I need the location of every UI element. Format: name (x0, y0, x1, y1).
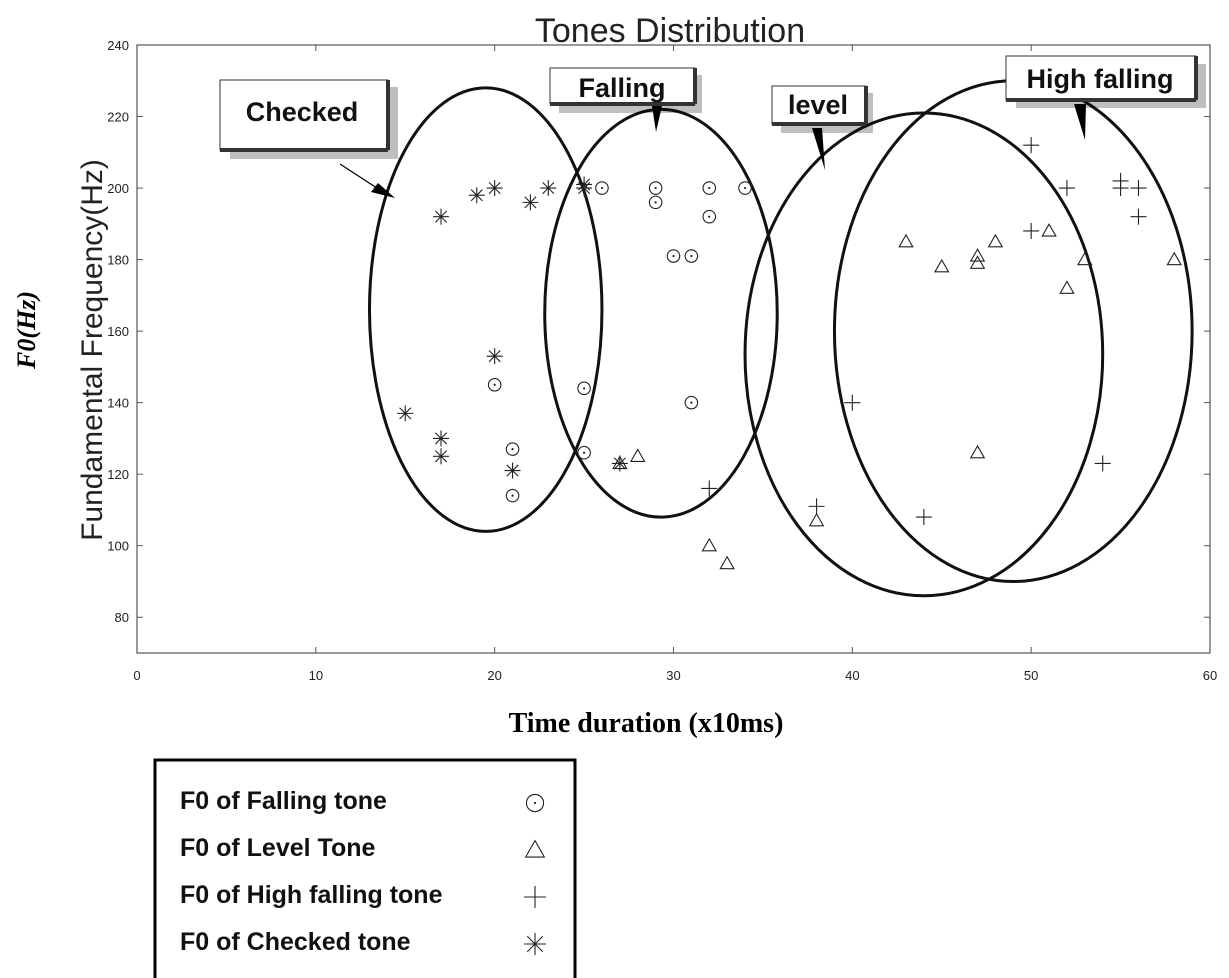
legend-label: F0 of Falling tone (180, 787, 387, 815)
y-tick-label: 160 (107, 324, 129, 339)
point-triangle (1041, 223, 1057, 237)
y-axis: 80 100 120 140 160 180 200 220 240 (107, 38, 1210, 625)
x-tick-label: 0 (133, 668, 140, 683)
legend-label: F0 of Checked tone (180, 928, 411, 956)
point-triangle (987, 233, 1004, 248)
point-triangle (969, 444, 986, 459)
point-circle-dot (702, 209, 717, 224)
legend-label: F0 of Level Tone (180, 834, 375, 862)
y-tick-label: 140 (107, 396, 129, 411)
point-asterisk (433, 448, 450, 465)
x-tick-label: 10 (309, 668, 323, 683)
point-asterisk (486, 180, 503, 197)
point-triangle (898, 233, 914, 248)
callout-level: level (771, 85, 873, 170)
point-asterisk (433, 208, 450, 225)
point-plus (1094, 455, 1111, 472)
point-triangle (934, 258, 950, 273)
callout-checked-label: Checked (246, 97, 359, 127)
point-triangle (969, 255, 986, 269)
point-plus (1130, 208, 1147, 225)
legend-marker-circle-dot (525, 793, 545, 813)
point-triangle (1059, 280, 1075, 294)
point-asterisk (611, 455, 628, 472)
point-circle-dot (505, 442, 520, 456)
point-plus (1023, 222, 1040, 239)
legend-label: F0 of High falling tone (180, 881, 443, 909)
x-axis: 0 10 20 30 40 50 60 (133, 45, 1217, 683)
y-tick-label: 240 (107, 38, 129, 53)
point-circle-dot (577, 445, 591, 460)
legend: F0 of Falling tone F0 of Level Tone F0 of … (153, 758, 577, 978)
x-axis-label: Time duration (x10ms) (509, 708, 784, 739)
point-triangle (701, 537, 718, 552)
x-tick-label: 60 (1203, 668, 1217, 683)
point-triangle (1077, 251, 1093, 266)
callout-high-falling-label: High falling (1027, 64, 1174, 94)
point-plus (1023, 137, 1040, 154)
point-circle-dot (684, 395, 699, 410)
chart-title: Tones Distribution (535, 12, 805, 50)
point-triangle (629, 448, 646, 462)
legend-marker-asterisk (524, 933, 546, 955)
point-plus (808, 498, 825, 515)
y-axis-label-outer: F0(Hz) (12, 291, 41, 370)
cluster-ellipse-checked (367, 86, 604, 533)
y-tick-label: 100 (107, 539, 129, 554)
y-tick-label: 120 (107, 467, 129, 482)
y-axis-label-inner: Fundamental Frequency(Hz) (76, 159, 109, 541)
point-asterisk (522, 194, 539, 211)
point-circle-dot (738, 181, 752, 195)
x-tick-label: 30 (666, 668, 680, 683)
point-circle-dot (648, 195, 663, 210)
point-triangle (969, 248, 986, 262)
cluster-ellipses (367, 79, 1194, 598)
x-tick-label: 40 (845, 668, 859, 683)
point-circle-dot (577, 381, 591, 396)
point-circle-dot (648, 181, 663, 195)
callout-falling-label: Falling (579, 73, 666, 103)
callout-falling: Falling (549, 67, 702, 132)
point-plus (915, 509, 932, 526)
point-plus (1130, 180, 1147, 197)
point-asterisk (486, 348, 503, 365)
point-asterisk (397, 405, 414, 422)
point-plus (1058, 180, 1075, 197)
legend-marker-triangle (524, 839, 546, 858)
point-triangle (808, 512, 825, 527)
point-circle-dot (505, 488, 520, 503)
point-plus (844, 394, 861, 411)
y-tick-label: 220 (107, 110, 129, 125)
point-triangle (1166, 251, 1182, 266)
y-tick-label: 200 (107, 181, 129, 196)
x-tick-label: 50 (1024, 668, 1038, 683)
point-circle-dot (684, 249, 699, 263)
point-triangle (719, 555, 735, 570)
point-asterisk (433, 430, 450, 447)
point-circle-dot (595, 181, 609, 195)
y-tick-label: 80 (115, 610, 129, 625)
x-tick-label: 20 (487, 668, 501, 683)
point-plus (701, 480, 718, 497)
point-asterisk (540, 180, 557, 197)
y-tick-label: 180 (107, 253, 129, 268)
point-asterisk (468, 187, 485, 204)
point-plus (1112, 180, 1129, 197)
point-circle-dot (702, 181, 717, 195)
point-circle-dot (666, 249, 681, 263)
data-points (397, 137, 1182, 570)
cluster-ellipse-falling (543, 107, 779, 519)
point-asterisk (576, 180, 593, 197)
legend-marker-plus (524, 886, 546, 908)
callout-checked: Checked (219, 79, 398, 198)
cluster-ellipse-high-falling (832, 79, 1194, 583)
point-asterisk (504, 462, 521, 479)
callout-level-label: level (788, 90, 848, 120)
point-circle-dot (487, 377, 502, 392)
callout-high-falling: High falling (1005, 55, 1206, 140)
